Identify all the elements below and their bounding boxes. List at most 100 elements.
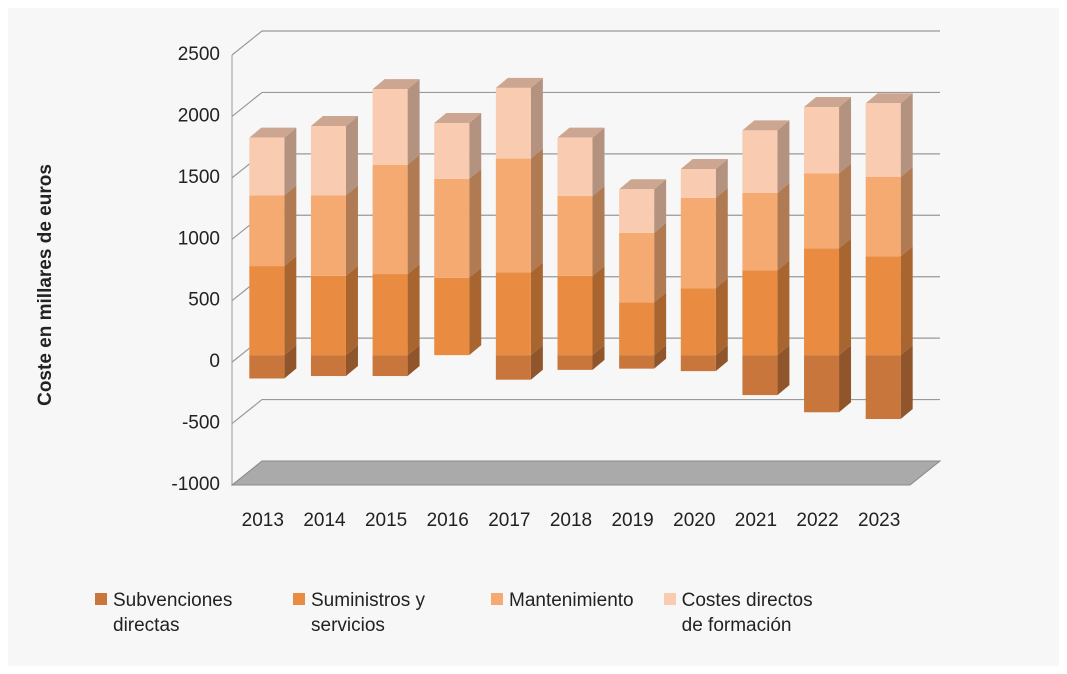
bar — [310, 275, 346, 356]
legend-item: Mantenimiento — [491, 588, 634, 638]
legend-label: Mantenimiento — [509, 590, 634, 611]
bar-side — [284, 345, 297, 379]
x-tick-label: 2014 — [303, 510, 346, 531]
grid-line — [231, 91, 940, 117]
bar — [495, 355, 531, 380]
bar-side — [900, 246, 913, 356]
bar-side — [654, 222, 667, 303]
bar-side — [900, 345, 913, 420]
legend-item: Suministros y servicios — [293, 588, 461, 638]
x-tick-label: 2021 — [735, 510, 777, 531]
bar — [434, 122, 470, 179]
x-tick-label: 2019 — [611, 510, 653, 531]
bar — [742, 355, 778, 396]
bar — [249, 355, 285, 379]
bar — [619, 232, 655, 303]
bar-side — [345, 345, 358, 377]
bar — [372, 274, 408, 356]
bar-side — [469, 112, 482, 179]
legend-label: Subvenciones directas — [113, 590, 233, 636]
bar-side — [777, 182, 790, 271]
bar — [310, 126, 346, 196]
bar-side — [900, 93, 913, 177]
bar-side — [900, 167, 913, 257]
bar — [680, 197, 716, 289]
bar-top — [495, 77, 543, 88]
bar — [865, 355, 901, 420]
bar-side — [284, 256, 297, 356]
bar-top — [804, 96, 852, 107]
grid-line — [231, 30, 940, 56]
bar-side — [407, 79, 420, 165]
bar — [680, 169, 716, 198]
floor — [230, 460, 942, 486]
bar — [434, 277, 470, 356]
bar-side — [592, 127, 605, 197]
y-tick-label: -1000 — [171, 474, 220, 495]
bar — [249, 137, 285, 196]
bar-top — [249, 127, 297, 138]
bar — [680, 355, 716, 372]
bar-top — [619, 179, 667, 190]
bar-top — [372, 79, 420, 90]
bar-top — [557, 127, 605, 138]
bar — [865, 103, 901, 177]
y-tick-label: 1500 — [178, 167, 220, 188]
bar-top — [680, 159, 728, 170]
bar — [742, 270, 778, 356]
legend-swatch — [663, 593, 676, 605]
bar — [619, 189, 655, 233]
bar — [865, 256, 901, 356]
bar-side — [345, 116, 358, 196]
y-axis-title: Coste en millares de euros — [35, 164, 56, 406]
bar — [619, 355, 655, 369]
x-tick-label: 2016 — [427, 510, 469, 531]
bar-side — [530, 148, 543, 273]
legend-label: Costes directos de formación — [681, 590, 813, 636]
bar-side — [777, 345, 790, 396]
x-tick-label: 2013 — [242, 510, 284, 531]
legend-swatch — [293, 593, 305, 605]
bar-side — [839, 238, 852, 356]
bar — [742, 192, 778, 271]
bar-side — [407, 264, 420, 356]
bar-side — [654, 179, 667, 233]
bar-side — [715, 278, 728, 356]
y-tick-label: 1000 — [178, 228, 220, 249]
bar-side — [345, 185, 358, 276]
bar-side — [654, 292, 667, 356]
x-tick-label: 2017 — [488, 510, 530, 531]
y-tick-label: 0 — [209, 351, 220, 372]
bar — [372, 89, 408, 165]
bar — [804, 106, 840, 174]
bar-side — [839, 163, 852, 249]
x-tick-label: 2018 — [550, 510, 592, 531]
bar-side — [839, 345, 852, 413]
grid-line — [231, 398, 940, 425]
legend-item: Subvenciones directas — [95, 588, 263, 638]
y-tick-label: -500 — [182, 413, 220, 434]
bar — [249, 266, 285, 356]
bar-top — [865, 93, 913, 104]
legend-swatch — [491, 593, 503, 605]
bar — [557, 275, 593, 356]
bar — [804, 355, 840, 413]
bar — [495, 272, 531, 356]
bar-side — [407, 345, 420, 377]
x-tick-label: 2023 — [858, 510, 900, 531]
bar-side — [284, 185, 297, 267]
bar-top — [434, 112, 482, 123]
bar — [557, 137, 593, 197]
bar — [742, 130, 778, 193]
bar-side — [715, 187, 728, 289]
bar — [372, 164, 408, 275]
bar-top — [742, 120, 790, 131]
bar-side — [469, 168, 482, 278]
bar — [804, 248, 840, 356]
bar — [680, 288, 716, 356]
bar — [495, 87, 531, 159]
bar-side — [530, 345, 543, 380]
bar-side — [592, 345, 605, 370]
bar-side — [407, 154, 420, 275]
